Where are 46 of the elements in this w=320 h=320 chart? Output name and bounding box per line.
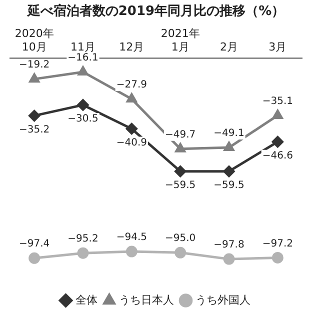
point [126, 93, 137, 102]
data-label: −30.5 [68, 114, 98, 125]
legend-label: うち外国人 [195, 293, 250, 306]
data-label: −19.2 [19, 60, 50, 71]
point [272, 136, 284, 148]
data-label: −49.1 [214, 128, 244, 140]
point [174, 166, 186, 178]
point [77, 247, 89, 259]
chart-title: 延べ宿泊者数の2019年同月比の推移（%） [26, 3, 285, 20]
data-label: −59.5 [165, 180, 196, 191]
x-tick-label: 3月 [268, 40, 287, 54]
point [174, 246, 186, 258]
data-label: −94.5 [116, 232, 147, 244]
point [175, 143, 186, 152]
point [29, 73, 40, 83]
point [223, 166, 235, 178]
data-label: −97.2 [262, 238, 293, 250]
data-label: −35.1 [262, 96, 293, 108]
point [224, 142, 234, 152]
x-tick-label: 2021年 1月 [160, 27, 200, 54]
point [28, 252, 40, 264]
data-label: −95.0 [165, 233, 196, 244]
point [126, 123, 138, 135]
legend-label: 全体 [75, 293, 98, 306]
legend-label: うち日本人 [118, 293, 174, 306]
data-label: −46.6 [262, 150, 293, 162]
point [272, 252, 284, 264]
data-label: −95.2 [68, 234, 98, 245]
data-label: −40.9 [116, 137, 147, 148]
data-label: −97.4 [19, 238, 50, 250]
data-label: −16.1 [68, 52, 98, 64]
point [272, 110, 283, 119]
point [28, 110, 40, 122]
point [78, 66, 88, 76]
x-tick-label: 12月 [119, 40, 144, 54]
point [126, 246, 138, 258]
x-tick-label: 2020年 10月 [14, 27, 54, 54]
point [223, 253, 235, 265]
data-label: −59.5 [214, 180, 244, 191]
data-label: −35.2 [19, 124, 50, 136]
x-tick-label: 11月 [70, 40, 96, 54]
data-label: −27.9 [116, 80, 147, 91]
data-label: −97.8 [214, 240, 244, 251]
x-tick-label: 2月 [220, 40, 238, 54]
data-label: −49.7 [165, 130, 196, 141]
point [77, 99, 89, 111]
